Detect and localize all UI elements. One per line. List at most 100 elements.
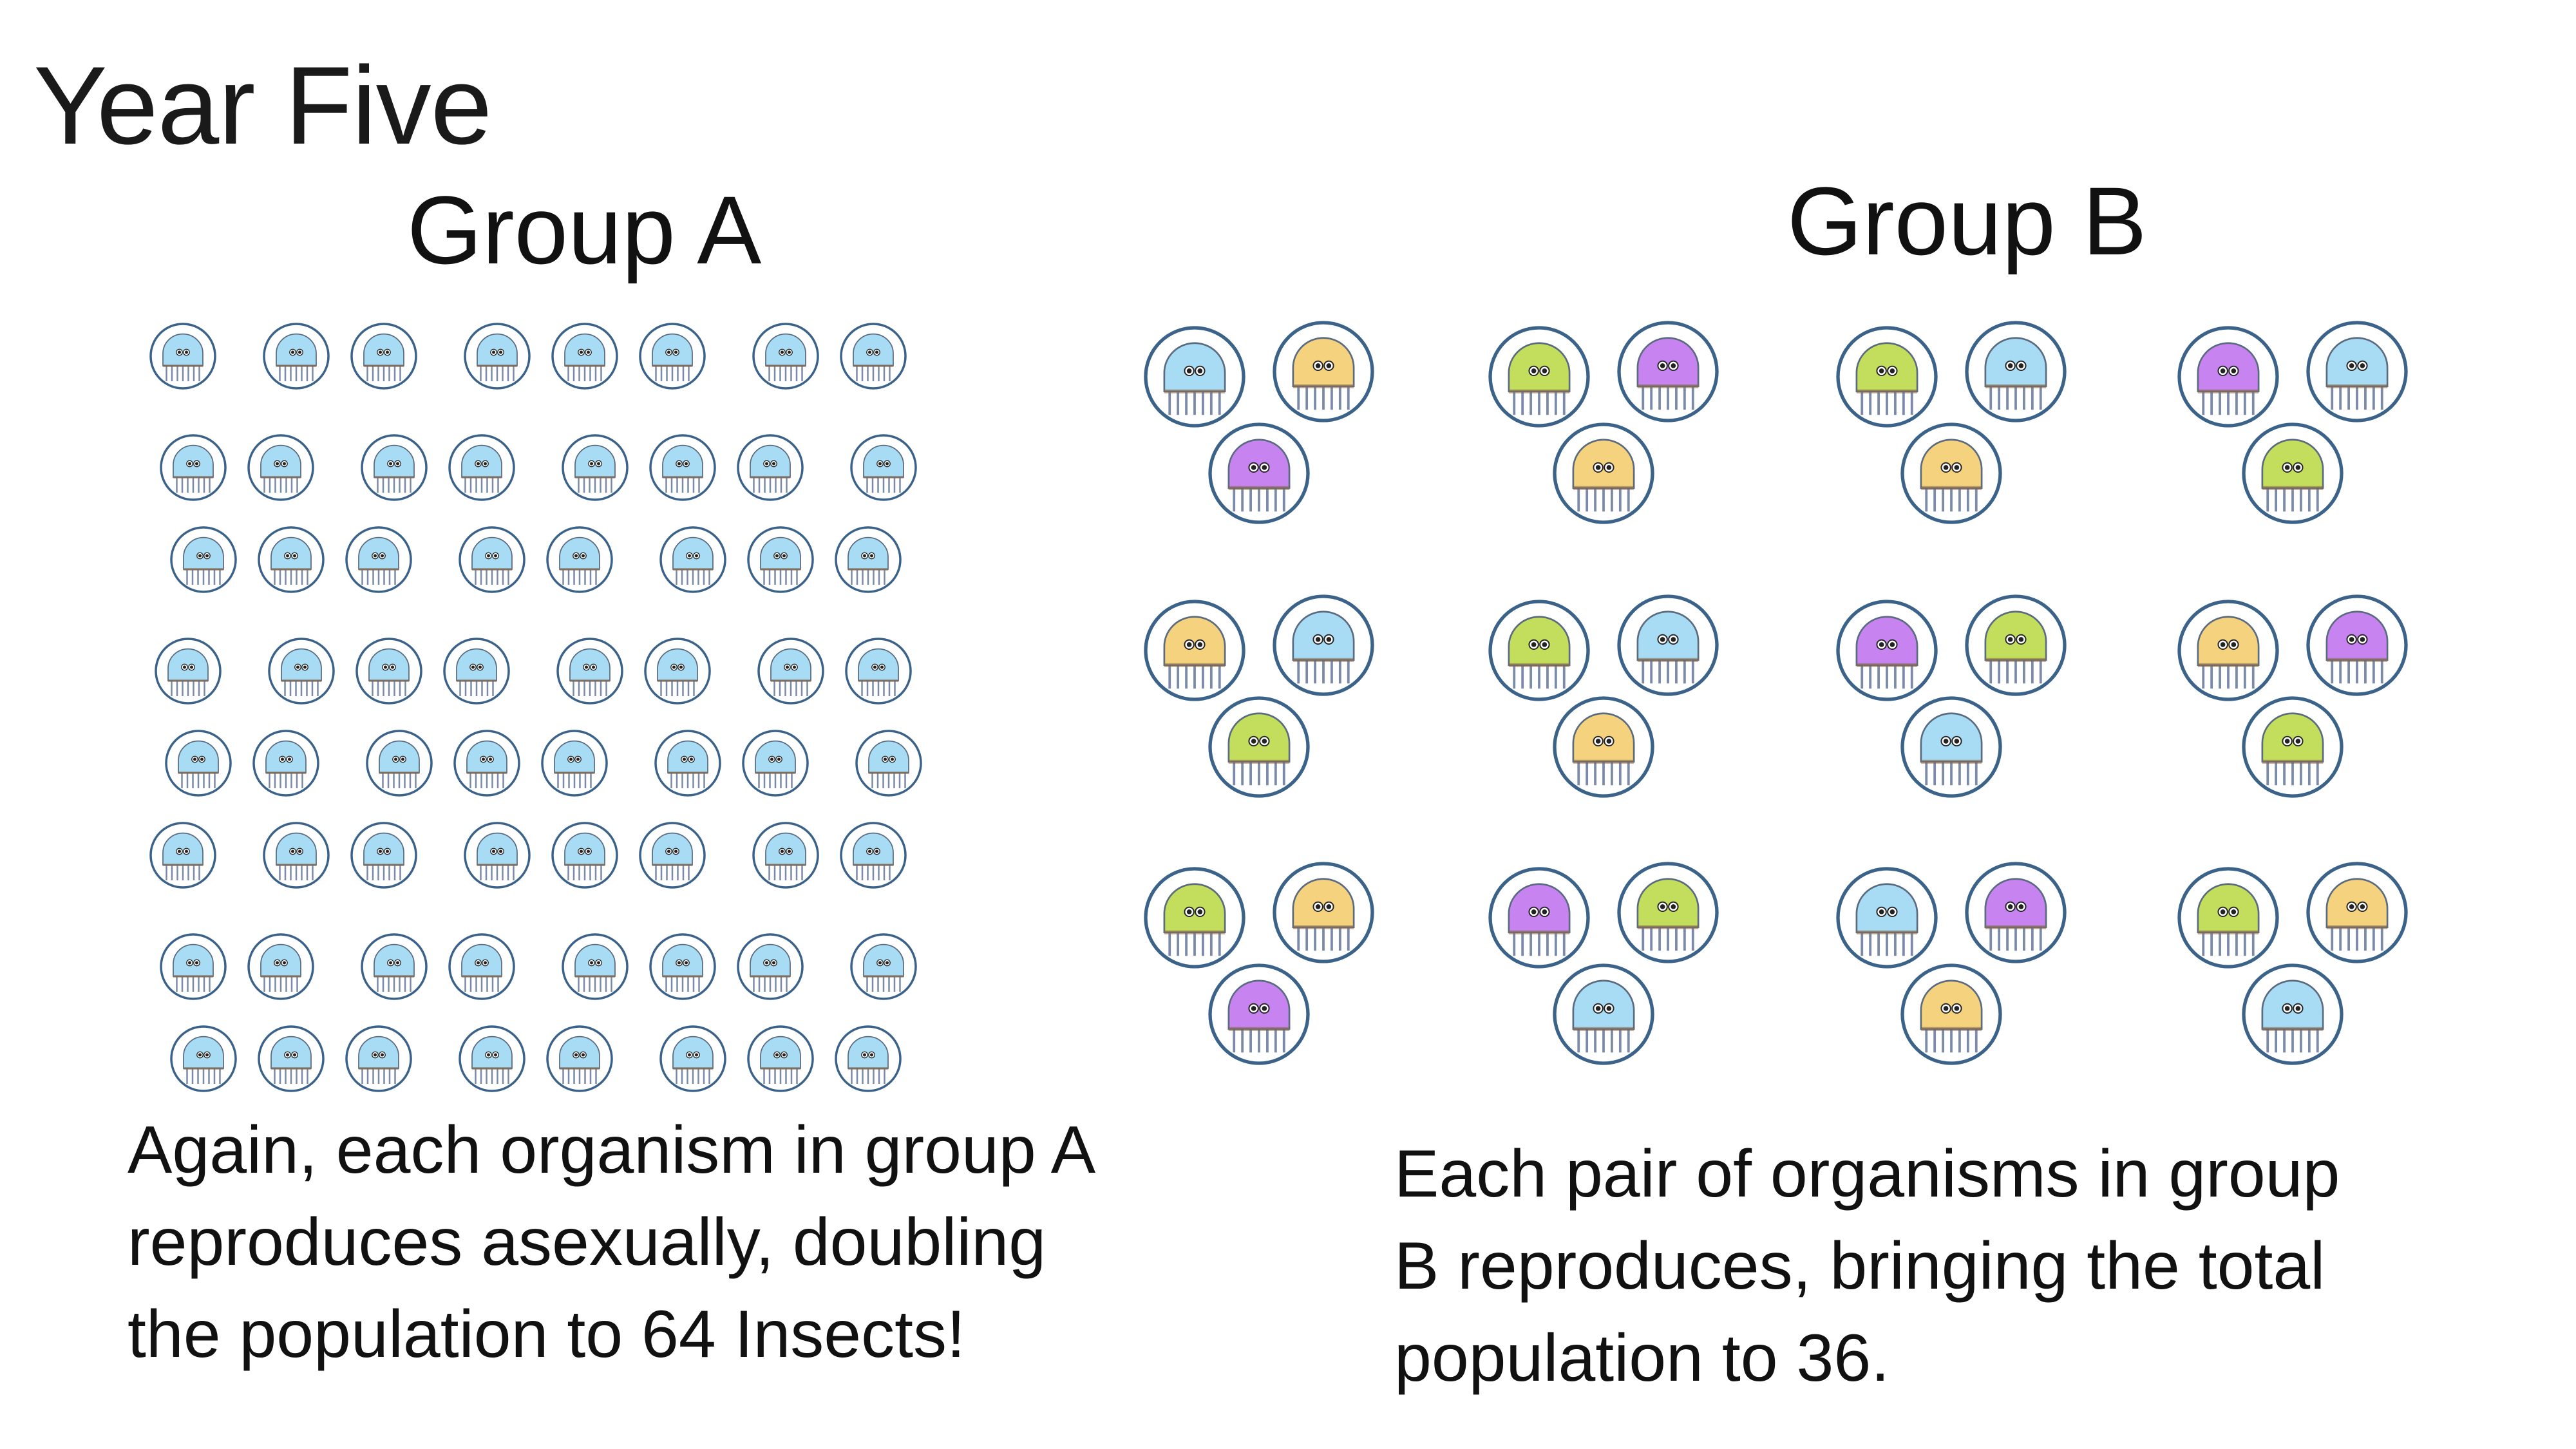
group-b-organism bbox=[1488, 600, 1590, 701]
group-b-organism bbox=[1900, 696, 2002, 798]
group-b-organism bbox=[1488, 326, 1590, 428]
group-b-organism bbox=[1836, 867, 1938, 969]
group-a-organism bbox=[747, 526, 814, 593]
group-b-organism bbox=[1553, 696, 1654, 798]
group-b-organism bbox=[1144, 326, 1245, 428]
group-b-organism bbox=[1144, 600, 1245, 701]
group-a-organism bbox=[345, 526, 412, 593]
group-a-organism bbox=[551, 822, 618, 889]
group-a-organism bbox=[247, 434, 314, 501]
group-b-organism bbox=[1144, 867, 1245, 969]
group-b-organism bbox=[1617, 321, 1719, 422]
group-b-organism bbox=[1488, 867, 1590, 969]
group-a-organism bbox=[464, 822, 531, 889]
group-b-organism bbox=[2306, 862, 2408, 963]
group-b-organism bbox=[1553, 422, 1654, 524]
group-a-organism bbox=[345, 1025, 412, 1092]
group-a-organism bbox=[361, 933, 428, 1000]
group-a-organism bbox=[737, 933, 804, 1000]
group-b-caption-line: B reproduces, bringing the total bbox=[1394, 1229, 2325, 1303]
group-a-organism bbox=[551, 323, 618, 390]
group-a-caption-line: Again, each organism in group A bbox=[128, 1113, 1096, 1188]
group-b-organism bbox=[1208, 422, 1310, 524]
group-b-organism bbox=[2242, 422, 2344, 524]
group-a-organism bbox=[562, 933, 629, 1000]
group-b-organism bbox=[2306, 594, 2408, 696]
group-b-organism bbox=[1208, 696, 1310, 798]
group-b-organism bbox=[1900, 422, 2002, 524]
group-a-organism bbox=[464, 323, 531, 390]
group-a-organism bbox=[448, 434, 515, 501]
group-a-organism bbox=[258, 1025, 325, 1092]
group-a-organism bbox=[443, 638, 510, 705]
group-a-organism bbox=[546, 1025, 613, 1092]
group-a-organism bbox=[350, 323, 417, 390]
group-a-organism bbox=[170, 526, 237, 593]
group-a-organism bbox=[737, 434, 804, 501]
group-b-organism bbox=[1273, 862, 1374, 963]
group-b-caption: Each pair of organisms in group B reprod… bbox=[1394, 1128, 2340, 1405]
slide-title: Year Five bbox=[33, 44, 492, 167]
group-a-organism bbox=[263, 323, 330, 390]
group-a-organism bbox=[850, 933, 917, 1000]
group-b-organism bbox=[1836, 600, 1938, 701]
group-a-organism bbox=[855, 730, 922, 797]
group-a-organism bbox=[448, 933, 515, 1000]
group-a-organism bbox=[752, 822, 819, 889]
group-a-organism bbox=[165, 730, 232, 797]
group-b-organism bbox=[1617, 862, 1719, 963]
group-a-organism bbox=[850, 434, 917, 501]
group-a-organism bbox=[268, 638, 335, 705]
group-a-organism bbox=[840, 323, 907, 390]
group-a-organism bbox=[149, 323, 216, 390]
group-a-organism bbox=[654, 730, 721, 797]
group-b-organism bbox=[1273, 594, 1374, 696]
group-a-organism bbox=[639, 323, 706, 390]
group-b-organism bbox=[1965, 321, 2067, 422]
group-b-organism bbox=[2306, 321, 2408, 422]
group-a-organism bbox=[757, 638, 824, 705]
group-a-organism bbox=[453, 730, 520, 797]
group-a-organism bbox=[649, 933, 716, 1000]
group-a-organism bbox=[639, 822, 706, 889]
group-b-organism bbox=[2242, 696, 2344, 798]
group-b-organism bbox=[1965, 862, 2067, 963]
group-b-organism bbox=[1900, 963, 2002, 1065]
group-a-organism bbox=[835, 1025, 902, 1092]
group-a-organism bbox=[840, 822, 907, 889]
group-a-label: Group A bbox=[407, 176, 762, 284]
group-a-organism bbox=[361, 434, 428, 501]
group-a-organism bbox=[747, 1025, 814, 1092]
group-b-caption-line: population to 36. bbox=[1394, 1321, 1890, 1396]
group-a-organism bbox=[556, 638, 623, 705]
group-a-organism bbox=[355, 638, 422, 705]
group-a-organism bbox=[644, 638, 711, 705]
group-a-organism bbox=[252, 730, 319, 797]
group-a-organism bbox=[160, 933, 227, 1000]
group-a-caption-line: reproduces asexually, doubling bbox=[128, 1205, 1046, 1280]
group-b-organism bbox=[2177, 326, 2279, 428]
group-b-organism bbox=[1208, 963, 1310, 1065]
group-a-caption: Again, each organism in group A reproduc… bbox=[128, 1104, 1095, 1381]
group-a-organism bbox=[835, 526, 902, 593]
group-b-organism bbox=[1617, 594, 1719, 696]
group-b-organism bbox=[1553, 963, 1654, 1065]
group-a-organism bbox=[459, 526, 526, 593]
group-a-organism bbox=[350, 822, 417, 889]
group-b-caption-line: Each pair of organisms in group bbox=[1394, 1137, 2340, 1211]
group-a-caption-line: the population to 64 Insects! bbox=[128, 1297, 965, 1372]
group-b-organism bbox=[2177, 600, 2279, 701]
group-a-organism bbox=[752, 323, 819, 390]
group-b-organism bbox=[2177, 867, 2279, 969]
group-a-organism bbox=[366, 730, 433, 797]
group-a-organism bbox=[170, 1025, 237, 1092]
group-b-organism bbox=[2242, 963, 2344, 1065]
group-a-organism bbox=[649, 434, 716, 501]
group-a-organism bbox=[659, 1025, 726, 1092]
group-a-organism bbox=[263, 822, 330, 889]
group-a-organism bbox=[659, 526, 726, 593]
group-b-organism bbox=[1965, 594, 2067, 696]
group-a-organism bbox=[258, 526, 325, 593]
group-a-organism bbox=[160, 434, 227, 501]
